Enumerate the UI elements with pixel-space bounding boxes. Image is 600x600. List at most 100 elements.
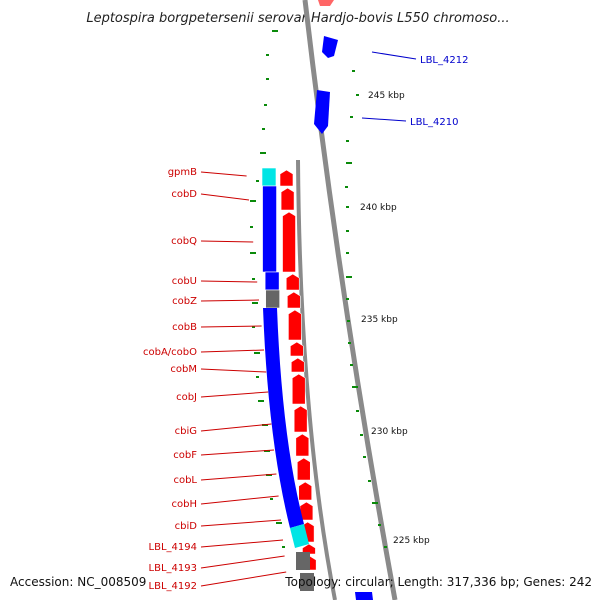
tick-mark bbox=[346, 230, 349, 232]
gene-LBL_4192[interactable] bbox=[300, 573, 314, 591]
inner-tick-mark bbox=[256, 376, 259, 378]
forward-gene-11[interactable] bbox=[296, 457, 311, 481]
gene-label-cbiD: cbiD bbox=[175, 521, 198, 532]
tick-mark bbox=[356, 410, 359, 412]
leader-line bbox=[200, 539, 284, 548]
tick-mark bbox=[347, 320, 350, 322]
tick-mark bbox=[346, 162, 352, 164]
forward-gene-4[interactable] bbox=[287, 291, 301, 309]
tick-mark bbox=[363, 456, 366, 458]
leader-line bbox=[371, 51, 417, 60]
forward-gene-1[interactable] bbox=[280, 187, 295, 211]
forward-strand-genes bbox=[279, 169, 317, 571]
leader-line bbox=[200, 449, 275, 456]
gene-label-LBL-4193: LBL_4193 bbox=[149, 563, 197, 574]
tick-mark bbox=[346, 252, 349, 254]
chromosome-backbone-inner bbox=[296, 159, 337, 600]
reverse-gene-cluster[interactable] bbox=[263, 308, 304, 528]
tick-mark bbox=[350, 364, 353, 366]
tick-mark bbox=[360, 434, 363, 436]
tick-marks bbox=[260, 30, 387, 548]
tick-mark bbox=[346, 276, 352, 278]
inner-tick-mark bbox=[254, 352, 260, 354]
gene-label-cobL: cobL bbox=[173, 475, 197, 486]
gene-bottom-blue bbox=[355, 592, 373, 600]
tick-mark bbox=[348, 342, 351, 344]
gene-label-cobA-cobO: cobA/cobO bbox=[143, 347, 197, 358]
chromosome-backbone bbox=[302, 0, 398, 600]
forward-gene-3[interactable] bbox=[285, 273, 300, 291]
leader-line bbox=[200, 171, 247, 177]
gene-label-cobU: cobU bbox=[172, 276, 197, 287]
leader-line bbox=[200, 473, 277, 481]
tick-mark bbox=[260, 152, 266, 154]
tick-mark bbox=[345, 186, 348, 188]
gene-label-LBL-4194: LBL_4194 bbox=[149, 542, 197, 553]
tick-label: 240 kbp bbox=[360, 203, 397, 213]
forward-gene-10[interactable] bbox=[295, 433, 310, 457]
reverse-gene-3[interactable] bbox=[265, 289, 280, 309]
forward-gene-12[interactable] bbox=[298, 481, 313, 501]
leader-line bbox=[200, 571, 287, 587]
reverse-gene-0[interactable] bbox=[261, 167, 277, 187]
leader-line bbox=[200, 299, 260, 302]
reverse-strand-genes bbox=[261, 167, 309, 548]
leader-line bbox=[200, 349, 265, 353]
inner-tick-mark bbox=[250, 252, 256, 254]
leader-line bbox=[200, 193, 250, 201]
tick-mark bbox=[352, 70, 355, 72]
leader-line bbox=[200, 368, 267, 373]
tick-mark bbox=[262, 128, 265, 130]
forward-gene-7[interactable] bbox=[290, 357, 305, 373]
forward-gene-5[interactable] bbox=[288, 309, 302, 341]
map-title: Leptospira borgpetersenii serovar Hardjo… bbox=[86, 11, 509, 26]
tick-label: 245 kbp bbox=[368, 91, 405, 101]
topology-summary: Topology: circular; Length: 317,336 bp; … bbox=[284, 575, 592, 589]
gene-label-cobZ: cobZ bbox=[172, 296, 197, 307]
forward-gene-0[interactable] bbox=[279, 169, 294, 187]
leader-line bbox=[200, 519, 282, 527]
reverse-gene-rna[interactable] bbox=[290, 524, 309, 548]
leader-line bbox=[200, 240, 254, 243]
forward-gene-9[interactable] bbox=[293, 405, 308, 433]
forward-gene-6[interactable] bbox=[290, 341, 304, 357]
leader-line bbox=[361, 117, 407, 122]
tick-mark bbox=[346, 140, 349, 142]
leader-line bbox=[200, 495, 279, 505]
inner-tick-mark bbox=[256, 180, 259, 182]
tick-mark bbox=[346, 298, 349, 300]
leader-line bbox=[200, 423, 272, 432]
inner-tick-mark bbox=[276, 522, 282, 524]
gene-label-cobJ: cobJ bbox=[176, 392, 197, 403]
tick-mark bbox=[372, 502, 378, 504]
inner-tick-mark bbox=[264, 450, 270, 452]
gene-label-LBL_4210: LBL_4210 bbox=[410, 117, 458, 128]
inner-tick-mark bbox=[258, 400, 264, 402]
gene-label-cobB: cobB bbox=[172, 322, 197, 333]
inner-tick-mark bbox=[252, 326, 255, 328]
gene-LBL_4212[interactable] bbox=[322, 36, 338, 58]
gene-LBL_4210[interactable] bbox=[314, 90, 330, 134]
tick-mark bbox=[272, 30, 278, 32]
inner-tick-mark bbox=[270, 498, 273, 500]
leader-line bbox=[200, 555, 285, 569]
gene-top-fragment bbox=[318, 0, 334, 6]
tick-labels: 245 kbp 240 kbp 235 kbp 230 kbp 225 kbp bbox=[360, 91, 430, 546]
tick-label: 225 kbp bbox=[393, 536, 430, 546]
leader-line bbox=[200, 280, 258, 283]
gene-label-LBL_4212: LBL_4212 bbox=[420, 55, 468, 66]
tick-mark bbox=[266, 54, 269, 56]
tick-mark bbox=[352, 386, 358, 388]
gene-label-cobM: cobM bbox=[170, 364, 197, 375]
forward-gene-8[interactable] bbox=[291, 373, 306, 405]
reverse-gene-1[interactable] bbox=[262, 185, 277, 273]
leader-line bbox=[200, 391, 269, 398]
reverse-gene-2[interactable] bbox=[264, 271, 280, 291]
forward-gene-2[interactable] bbox=[282, 211, 296, 273]
gene-LBL_4193[interactable] bbox=[296, 552, 310, 570]
gene-label-cobF: cobF bbox=[173, 450, 197, 461]
inner-tick-mark bbox=[250, 226, 253, 228]
tick-mark bbox=[368, 480, 371, 482]
tick-label: 230 kbp bbox=[371, 427, 408, 437]
gene-label-LBL-4192: LBL_4192 bbox=[149, 581, 197, 592]
